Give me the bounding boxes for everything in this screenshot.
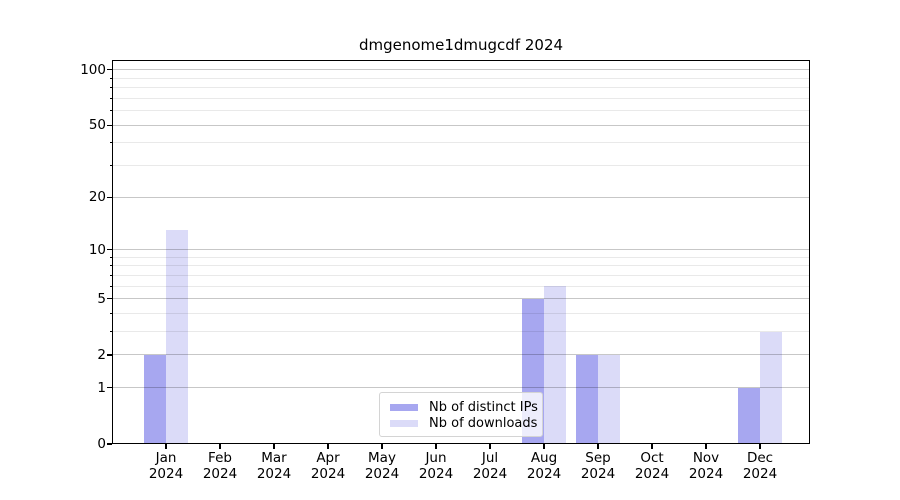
bar-dec-s0 (738, 387, 760, 444)
y-gridline-minor (112, 110, 810, 112)
y-gridline-major (112, 124, 810, 126)
y-tick-label: 100 (80, 61, 106, 78)
y-tick-minor (109, 285, 112, 287)
legend-label: Nb of downloads (429, 416, 538, 432)
bar-sep-s1 (598, 354, 620, 444)
plot-area (112, 60, 810, 444)
x-tick-label: Nov 2024 (688, 450, 724, 482)
chart-title: dmgenome1dmugcdf 2024 (358, 36, 564, 54)
y-tick (107, 124, 112, 126)
y-tick-minor (109, 256, 112, 258)
y-tick-minor (109, 331, 112, 333)
y-tick-minor (109, 77, 112, 79)
right-spine (808, 60, 810, 444)
legend-row: Nb of downloads (390, 416, 538, 433)
y-gridline-minor (112, 265, 810, 267)
y-gridline-major (112, 387, 810, 389)
y-tick (107, 387, 112, 389)
x-tick-label: Mar 2024 (256, 450, 292, 482)
bar-dec-s1 (760, 331, 782, 444)
y-gridline-major (112, 69, 810, 71)
bar-jan-s1 (166, 230, 188, 444)
left-spine (112, 60, 114, 444)
y-tick-label: 10 (88, 241, 106, 258)
y-gridline-minor (112, 87, 810, 89)
y-tick (107, 354, 112, 356)
x-tick (597, 444, 599, 449)
y-gridline-major (112, 354, 810, 356)
y-tick-label: 1 (97, 379, 106, 396)
x-tick (435, 444, 437, 449)
y-tick-minor (109, 265, 112, 267)
x-tick (759, 444, 761, 449)
y-gridline-major (112, 249, 810, 251)
y-tick-label: 0 (97, 436, 106, 452)
y-tick-minor (109, 87, 112, 89)
y-tick-minor (109, 274, 112, 276)
y-tick (107, 298, 112, 300)
x-tick-label: Aug 2024 (526, 450, 562, 482)
y-gridline-minor (112, 142, 810, 144)
x-tick (651, 444, 653, 449)
bar-jan-s0 (144, 354, 166, 444)
y-tick (107, 69, 112, 71)
y-tick (107, 196, 112, 198)
top-spine (112, 60, 810, 62)
y-tick-minor (109, 97, 112, 99)
y-gridline-minor (112, 285, 810, 287)
bar-sep-s0 (576, 354, 598, 444)
x-tick (273, 444, 275, 449)
x-tick-label: Dec 2024 (742, 450, 778, 482)
y-gridline-major (112, 196, 810, 198)
y-tick-minor (109, 110, 112, 112)
x-tick (219, 444, 221, 449)
y-gridline-minor (112, 331, 810, 333)
x-tick-label: May 2024 (364, 450, 400, 482)
y-tick-minor (109, 164, 112, 167)
x-tick-label: Feb 2024 (202, 450, 238, 482)
x-tick (327, 444, 329, 449)
y-tick-label: 2 (97, 346, 106, 363)
x-tick-label: Oct 2024 (634, 450, 670, 482)
y-gridline-minor (112, 165, 810, 167)
y-tick-label: 20 (88, 189, 106, 206)
y-gridline-major (112, 298, 810, 300)
y-gridline-minor (112, 256, 810, 258)
x-tick-label: Apr 2024 (310, 450, 346, 482)
y-tick (107, 443, 112, 445)
y-tick-minor (109, 312, 112, 315)
x-tick (489, 444, 491, 449)
y-tick-label: 50 (88, 117, 106, 134)
y-tick-label: 5 (97, 290, 106, 307)
y-tick (107, 248, 112, 251)
y-gridline-minor (112, 97, 810, 99)
bottom-spine (112, 442, 810, 444)
y-tick-minor (109, 142, 112, 144)
x-tick-label: Jul 2024 (472, 450, 508, 482)
bar-aug-s1 (544, 286, 566, 444)
legend-row: Nb of distinct IPs (390, 399, 538, 416)
x-tick (165, 444, 167, 449)
y-gridline-minor (112, 274, 810, 276)
x-tick-label: Sep 2024 (580, 450, 616, 482)
x-tick-label: Jan 2024 (148, 450, 184, 482)
legend-label: Nb of distinct IPs (429, 399, 538, 415)
legend-swatch (390, 403, 418, 411)
y-gridline-minor (112, 313, 810, 314)
legend-swatch (390, 420, 418, 428)
legend: Nb of distinct IPs Nb of downloads (379, 392, 543, 437)
x-tick (381, 444, 383, 449)
y-gridline-minor (112, 77, 810, 79)
x-tick (705, 444, 707, 449)
x-tick (543, 444, 545, 449)
x-tick-label: Jun 2024 (418, 450, 454, 482)
